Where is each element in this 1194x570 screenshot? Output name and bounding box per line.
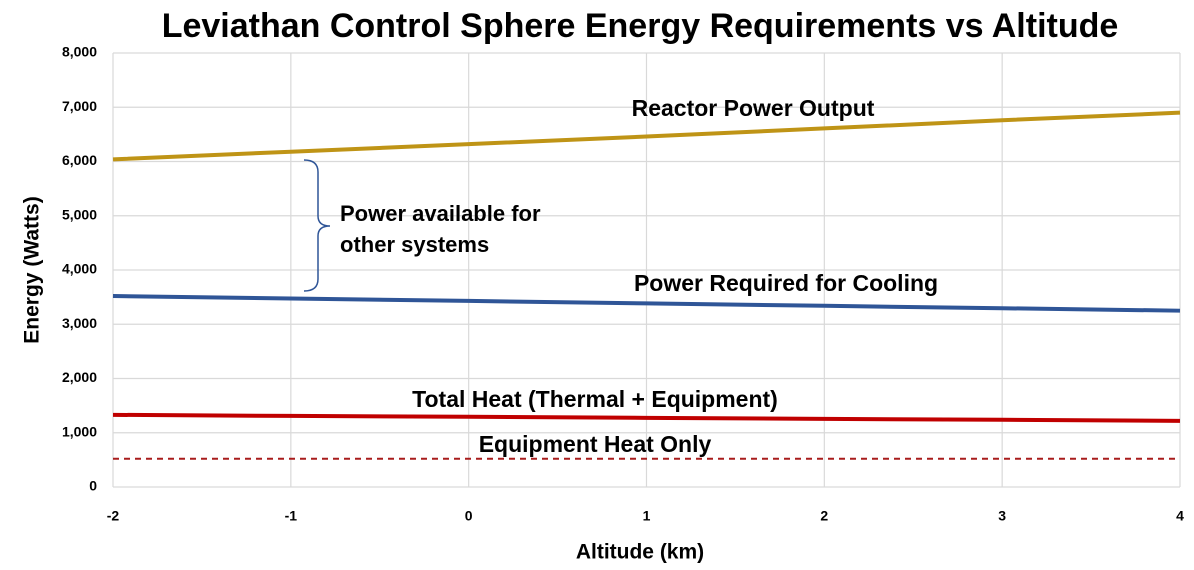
annotation: other systems <box>340 232 489 257</box>
x-tick-label: 2 <box>820 508 828 524</box>
y-tick-label: 0 <box>89 478 97 494</box>
y-tick-label: 1,000 <box>62 423 97 439</box>
annotation: Power available for <box>340 201 541 226</box>
y-tick-label: 6,000 <box>62 152 97 168</box>
y-tick-label: 5,000 <box>62 206 97 222</box>
brace <box>303 159 331 292</box>
y-axis-label: Energy (Watts) <box>21 196 44 343</box>
x-tick-label: -2 <box>107 508 120 524</box>
x-tick-label: 3 <box>998 508 1006 524</box>
y-tick-label: 4,000 <box>62 261 97 277</box>
y-tick-label: 8,000 <box>62 44 97 60</box>
y-tick-label: 3,000 <box>62 315 97 331</box>
x-tick-label: 0 <box>465 508 473 524</box>
series-label: Power Required for Cooling <box>634 270 938 296</box>
x-tick-label: -1 <box>285 508 298 524</box>
series-line <box>112 412 1181 423</box>
x-tick-label: 1 <box>643 508 651 524</box>
series-line <box>112 294 1181 313</box>
chart-title: Leviathan Control Sphere Energy Requirem… <box>162 7 1119 45</box>
x-axis-label: Altitude (km) <box>576 541 704 564</box>
x-tick-label: 4 <box>1176 508 1184 524</box>
series-label: Equipment Heat Only <box>479 431 712 457</box>
y-tick-label: 2,000 <box>62 369 97 385</box>
series-label: Reactor Power Output <box>632 95 875 121</box>
series-label: Total Heat (Thermal + Equipment) <box>412 386 778 412</box>
series-line <box>112 110 1181 162</box>
y-tick-label: 7,000 <box>62 98 97 114</box>
